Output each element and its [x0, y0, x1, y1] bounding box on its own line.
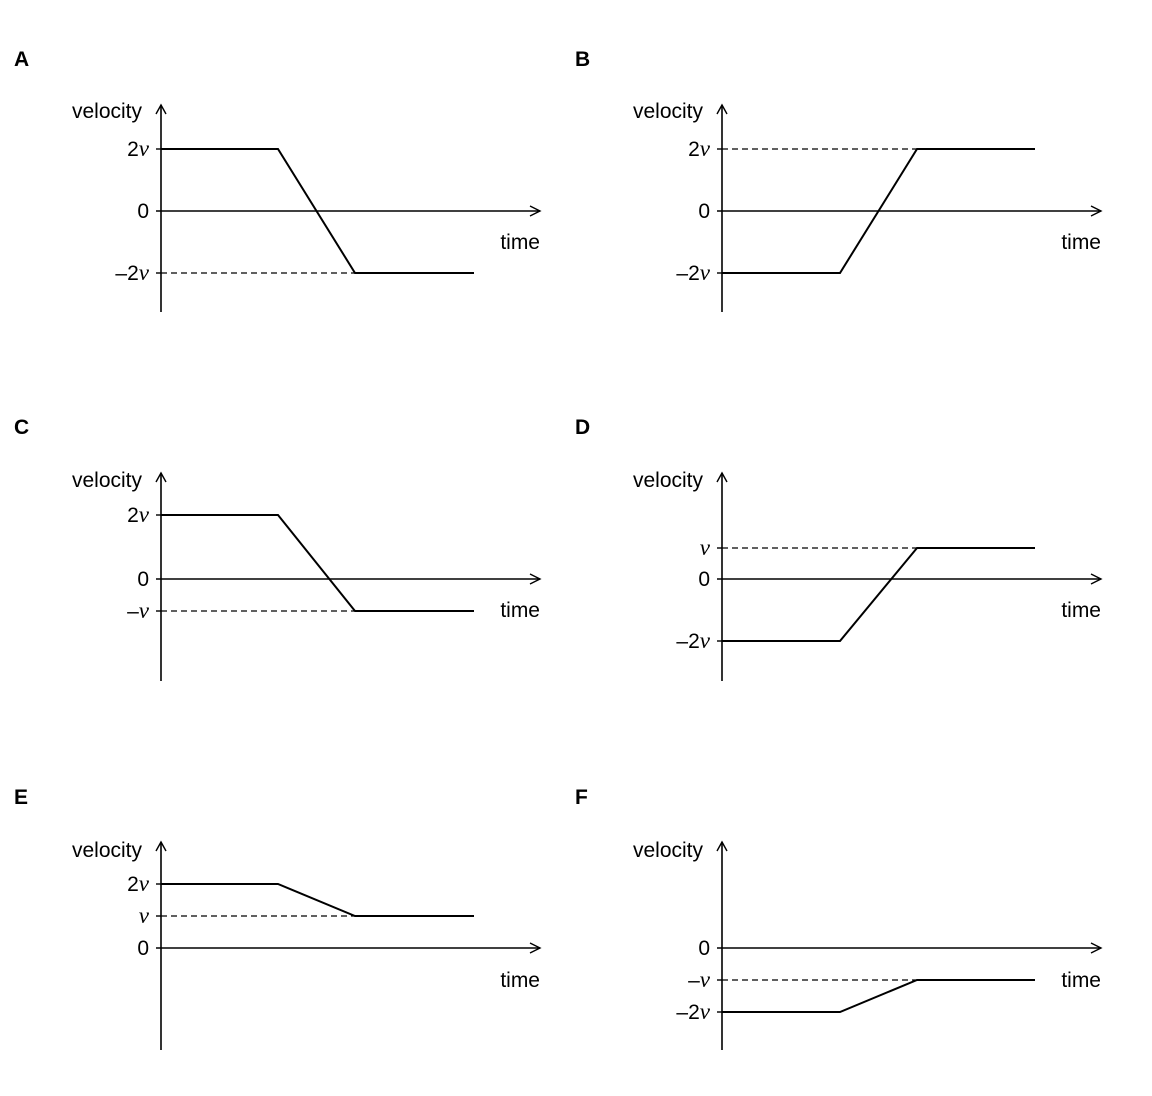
- x-axis-label: time: [1061, 599, 1101, 622]
- panel-letter: B: [575, 48, 590, 71]
- tick-label-symbol: v: [139, 260, 150, 285]
- tick-label: –2v: [115, 260, 149, 285]
- tick-label: –v: [688, 967, 711, 992]
- x-axis-arrowhead: [1090, 205, 1103, 217]
- tick-label-prefix: 2: [127, 504, 139, 527]
- y-axis-label: velocity: [72, 839, 143, 862]
- tick-label-symbol: v: [700, 535, 711, 560]
- tick-label-symbol: v: [700, 999, 711, 1024]
- y-axis-arrowhead: [716, 840, 728, 852]
- tick-label-symbol: v: [139, 598, 150, 623]
- tick-label: –2v: [676, 260, 710, 285]
- tick-label: 2v: [127, 136, 150, 161]
- tick-label-prefix: –2: [676, 262, 699, 285]
- y-axis-label: velocity: [72, 469, 143, 492]
- y-axis-arrowhead: [155, 471, 167, 483]
- tick-label-prefix: 2: [688, 138, 700, 161]
- tick-label: 2v: [127, 502, 150, 527]
- velocity-curve: [161, 514, 474, 612]
- x-axis-label: time: [1061, 231, 1101, 254]
- x-axis-label: time: [500, 599, 540, 622]
- tick-label-zero: 0: [698, 200, 710, 223]
- tick-label-prefix: –: [688, 969, 700, 992]
- x-axis-label: time: [500, 969, 540, 992]
- panel-letter: A: [14, 48, 29, 71]
- y-axis-arrowhead: [155, 103, 167, 115]
- x-axis-arrowhead: [1090, 573, 1103, 585]
- tick-label-symbol: v: [700, 260, 711, 285]
- x-axis-arrowhead: [529, 942, 542, 954]
- y-axis-label: velocity: [633, 469, 704, 492]
- x-axis-arrowhead: [529, 205, 542, 217]
- tick-label-prefix: 2: [127, 138, 139, 161]
- tick-label-prefix: –2: [676, 630, 699, 653]
- y-axis-label: velocity: [72, 100, 143, 123]
- velocity-curve: [161, 148, 474, 274]
- x-axis-arrowhead: [529, 573, 542, 585]
- tick-label-symbol: v: [139, 136, 150, 161]
- tick-label: –2v: [676, 999, 710, 1024]
- tick-label-zero: 0: [137, 568, 149, 591]
- velocity-curve: [161, 883, 474, 917]
- panel-letter: E: [14, 786, 28, 809]
- y-axis-label: velocity: [633, 100, 704, 123]
- tick-label-prefix: –: [127, 600, 139, 623]
- y-axis-arrowhead: [716, 471, 728, 483]
- tick-label-prefix: –2: [115, 262, 138, 285]
- x-axis-label: time: [1061, 969, 1101, 992]
- panel-letter: D: [575, 416, 590, 439]
- panel-letter: C: [14, 416, 29, 439]
- y-axis-arrowhead: [716, 103, 728, 115]
- tick-label: v: [700, 535, 711, 560]
- tick-label-symbol: v: [139, 502, 150, 527]
- x-axis-arrowhead: [1090, 942, 1103, 954]
- tick-label-prefix: –2: [676, 1001, 699, 1024]
- tick-label-prefix: 2: [127, 873, 139, 896]
- tick-label: –v: [127, 598, 150, 623]
- tick-label-zero: 0: [698, 937, 710, 960]
- tick-label-symbol: v: [139, 871, 150, 896]
- tick-label-symbol: v: [700, 628, 711, 653]
- tick-label-zero: 0: [137, 937, 149, 960]
- velocity-curve: [722, 979, 1035, 1013]
- tick-label: –2v: [676, 628, 710, 653]
- tick-label-zero: 0: [137, 200, 149, 223]
- x-axis-label: time: [500, 231, 540, 254]
- tick-label: v: [139, 903, 150, 928]
- velocity-curve: [722, 547, 1035, 642]
- y-axis-arrowhead: [155, 840, 167, 852]
- y-axis-label: velocity: [633, 839, 704, 862]
- tick-label-symbol: v: [139, 903, 150, 928]
- velocity-curve: [722, 148, 1035, 274]
- tick-label: 2v: [127, 871, 150, 896]
- tick-label: 2v: [688, 136, 711, 161]
- tick-label-symbol: v: [700, 136, 711, 161]
- tick-label-symbol: v: [700, 967, 711, 992]
- panel-letter: F: [575, 786, 588, 809]
- tick-label-zero: 0: [698, 568, 710, 591]
